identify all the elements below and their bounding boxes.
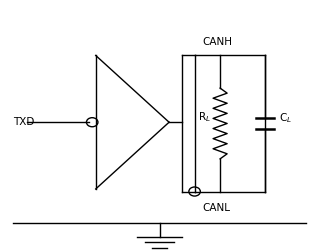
Text: CANH: CANH <box>203 37 233 47</box>
Text: CANL: CANL <box>203 203 231 213</box>
Text: R$_L$: R$_L$ <box>197 110 211 124</box>
Text: TXD: TXD <box>13 117 34 127</box>
Text: C$_L$: C$_L$ <box>279 112 292 125</box>
